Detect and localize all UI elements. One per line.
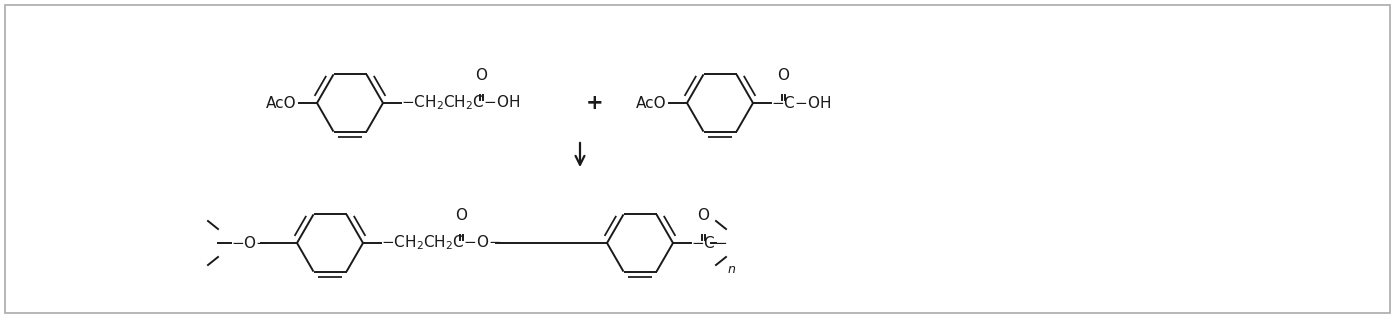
Text: AcO: AcO bbox=[266, 95, 297, 110]
Text: $-$O$-$: $-$O$-$ bbox=[232, 235, 269, 251]
Text: $-$CH$_2$CH$_2$C$-$OH: $-$CH$_2$CH$_2$C$-$OH bbox=[400, 93, 520, 112]
Text: n: n bbox=[728, 263, 737, 276]
Text: O: O bbox=[698, 208, 709, 223]
Text: AcO: AcO bbox=[636, 95, 667, 110]
Text: O: O bbox=[476, 68, 487, 83]
Text: $-$CH$_2$CH$_2$C$-$O$-$: $-$CH$_2$CH$_2$C$-$O$-$ bbox=[381, 234, 501, 252]
Text: O: O bbox=[455, 208, 467, 223]
Text: O: O bbox=[777, 68, 790, 83]
Text: $-$C$-$OH: $-$C$-$OH bbox=[771, 95, 831, 111]
Text: +: + bbox=[586, 93, 604, 113]
Text: $-$C$-$: $-$C$-$ bbox=[691, 235, 728, 251]
